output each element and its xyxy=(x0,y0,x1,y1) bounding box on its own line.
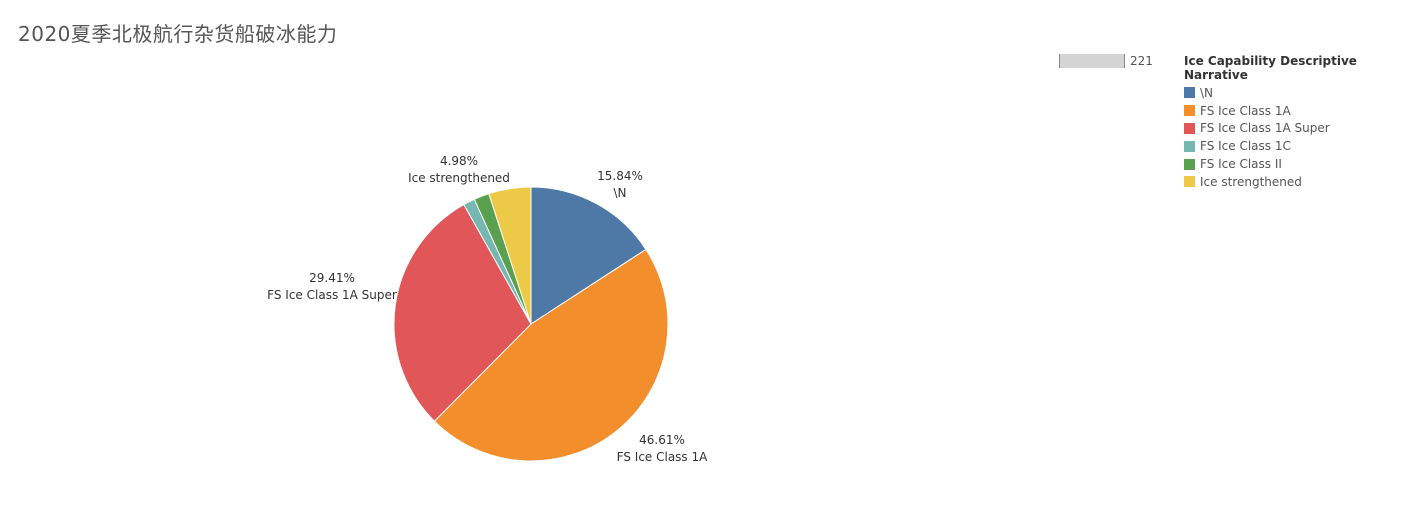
slice-category-label: \N xyxy=(613,186,626,200)
legend-label: \N xyxy=(1200,85,1214,100)
size-legend: 221 xyxy=(1059,53,1153,69)
slice-category-label: FS Ice Class 1A Super xyxy=(267,288,397,302)
legend-swatch xyxy=(1184,87,1195,99)
pie-slice[interactable] xyxy=(488,186,532,325)
legend-swatch xyxy=(1184,176,1195,188)
legend-item[interactable]: FS Ice Class 1A xyxy=(1184,102,1408,120)
legend-label: FS Ice Class 1A xyxy=(1200,103,1291,118)
pie-slice[interactable] xyxy=(393,203,532,422)
legend-title: Ice Capability Descriptive Narrative xyxy=(1184,54,1357,82)
size-legend-bar xyxy=(1059,54,1125,68)
legend-swatch xyxy=(1184,122,1195,134)
pie-slice[interactable] xyxy=(433,248,669,462)
legend-item[interactable]: Ice strengthened xyxy=(1184,173,1408,191)
pie-slice[interactable] xyxy=(530,186,647,325)
legend-swatch xyxy=(1184,105,1195,117)
slice-category-label: Ice strengthened xyxy=(408,171,510,185)
legend-item[interactable]: FS Ice Class 1A Super xyxy=(1184,120,1408,138)
legend-swatch xyxy=(1184,158,1195,170)
size-legend-value: 221 xyxy=(1130,54,1153,68)
legend-item[interactable]: FS Ice Class 1C xyxy=(1184,137,1408,155)
slice-category-label: FS Ice Class 1A xyxy=(617,450,708,464)
slice-percent-label: 15.84% xyxy=(597,169,643,183)
chart-title: 2020夏季北极航行杂货船破冰能力 xyxy=(18,22,338,46)
slice-percent-label: 4.98% xyxy=(440,154,478,168)
legend-item[interactable]: \N xyxy=(1184,84,1408,102)
legend-swatch xyxy=(1184,140,1195,152)
legend-label: FS Ice Class II xyxy=(1200,157,1282,172)
legend-label: FS Ice Class 1A Super xyxy=(1200,121,1330,136)
legend-label: FS Ice Class 1C xyxy=(1200,139,1291,154)
legend-item[interactable]: FS Ice Class II xyxy=(1184,155,1408,173)
slice-percent-label: 46.61% xyxy=(639,433,685,447)
legend-label: Ice strengthened xyxy=(1200,174,1302,189)
color-legend[interactable]: Ice Capability Descriptive Narrative \N … xyxy=(1184,54,1408,191)
slice-percent-label: 29.41% xyxy=(309,271,355,285)
